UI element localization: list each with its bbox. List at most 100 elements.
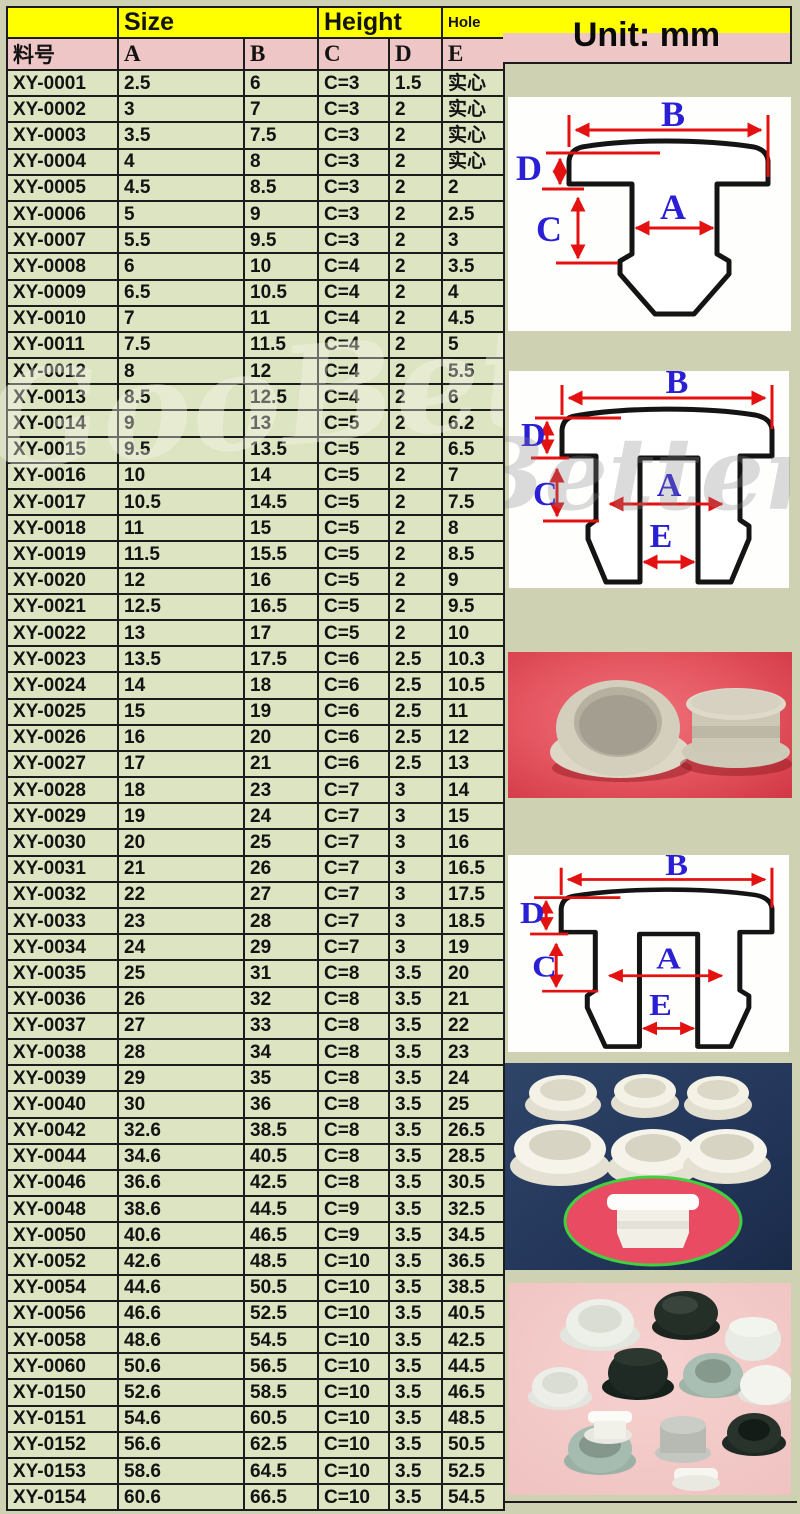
dim-e-cell: 2 [441, 173, 505, 202]
table-row: XY-0005 4.5 8.5 C=3 2 2 [6, 173, 505, 202]
dim-a-cell: 44.6 [117, 1273, 245, 1302]
table-row: XY-0050 40.6 46.5 C=9 3.5 34.5 [6, 1221, 505, 1250]
dim-d-cell: 3.5 [388, 959, 443, 988]
empty-corner-cell [6, 6, 119, 39]
dim-b-cell: 8 [243, 147, 319, 176]
dim-a-cell: 10.5 [117, 487, 245, 517]
unit-banner-pink-band [503, 33, 790, 62]
dim-b-cell: 48.5 [243, 1247, 319, 1276]
dim-b-cell: 12 [243, 357, 319, 386]
dim-b-cell: 7.5 [243, 121, 319, 150]
dim-d-cell: 3.5 [388, 1037, 443, 1067]
dim-a-cell: 38.6 [117, 1195, 245, 1224]
dim-a-cell: 25 [117, 959, 245, 988]
part-number-cell: XY-0027 [6, 749, 119, 779]
dim-c-cell: C=6 [317, 671, 390, 700]
part-number-cell: XY-0013 [6, 383, 119, 412]
dim-a-cell: 9 [117, 409, 245, 438]
part-number-cell: XY-0008 [6, 252, 119, 281]
dim-b-cell: 17.5 [243, 645, 319, 674]
dim-a-cell: 24 [117, 933, 245, 962]
part-number-cell: XY-0028 [6, 776, 119, 805]
part-number-cell: XY-0006 [6, 199, 119, 229]
dim-a-cell: 9.5 [117, 435, 245, 464]
dim-c-cell: C=10 [317, 1404, 390, 1433]
table-row: XY-0015 9.5 13.5 C=5 2 6.5 [6, 435, 505, 464]
dim-a-cell: 5.5 [117, 226, 245, 255]
dim-d-cell: 3.5 [388, 1064, 443, 1093]
dim-a-cell: 15 [117, 697, 245, 726]
dim-e-cell: 11 [441, 697, 505, 726]
part-number-cell: XY-0034 [6, 933, 119, 962]
dim-d-cell: 2 [388, 278, 443, 307]
dim-b-cell: 8.5 [243, 173, 319, 202]
dim-b-cell: 42.5 [243, 1168, 319, 1198]
dim-b-cell: 38.5 [243, 1116, 319, 1145]
dim-c-cell: C=7 [317, 933, 390, 962]
dim-c-cell: C=5 [317, 461, 390, 491]
part-number-cell: XY-0011 [6, 330, 119, 360]
dim-d-cell: 2 [388, 226, 443, 255]
table-row: XY-0042 32.6 38.5 C=8 3.5 26.5 [6, 1116, 505, 1145]
dim-b-cell: 23 [243, 776, 319, 805]
part-number-cell: XY-0058 [6, 1325, 119, 1355]
dim-e-cell: 8.5 [441, 540, 505, 569]
dim-c-cell: C=4 [317, 304, 390, 333]
dim-c-cell: C=6 [317, 749, 390, 779]
dim-a-cell: 18 [117, 776, 245, 805]
dim-b-cell: 34 [243, 1037, 319, 1067]
dim-c-cell: C=10 [317, 1247, 390, 1276]
part-number-cell: XY-0025 [6, 697, 119, 726]
dim-d-cell: 3.5 [388, 1011, 443, 1040]
dim-a-cell: 7.5 [117, 330, 245, 360]
dim-a-cell: 7 [117, 304, 245, 333]
dim-c-cell: C=8 [317, 985, 390, 1014]
table-row: XY-0018 11 15 C=5 2 8 [6, 514, 505, 543]
dim-d-cell: 2.5 [388, 723, 443, 752]
dim-c-cell: C=8 [317, 959, 390, 988]
dim-b-cell: 10 [243, 252, 319, 281]
dim-c-cell: C=10 [317, 1430, 390, 1459]
dim-e-cell: 7 [441, 461, 505, 491]
dim-e-cell: 10.3 [441, 645, 505, 674]
part-number-cell: XY-0052 [6, 1247, 119, 1276]
part-number-cell: XY-0018 [6, 514, 119, 543]
dim-c-cell: C=8 [317, 1116, 390, 1145]
dim-b-cell: 11 [243, 304, 319, 333]
dim-b-cell: 32 [243, 985, 319, 1014]
dim-b-cell: 29 [243, 933, 319, 962]
dim-d-cell: 2 [388, 252, 443, 281]
part-number-cell: XY-0010 [6, 304, 119, 333]
dim-a-cell: 58.6 [117, 1456, 245, 1486]
table-row: XY-0031 21 26 C=7 3 16.5 [6, 854, 505, 883]
part-number-cell: XY-0033 [6, 906, 119, 936]
dim-c-cell: C=10 [317, 1299, 390, 1329]
table-row: XY-0151 54.6 60.5 C=10 3.5 48.5 [6, 1404, 505, 1433]
dim-e-cell: 6.5 [441, 435, 505, 464]
table-row: XY-0007 5.5 9.5 C=3 2 3 [6, 226, 505, 255]
dim-c-cell: C=3 [317, 147, 390, 176]
dim-a-cell: 10 [117, 461, 245, 491]
dim-a-cell: 8.5 [117, 383, 245, 412]
table-row: XY-0026 16 20 C=6 2.5 12 [6, 723, 505, 752]
part-number-cell: XY-0026 [6, 723, 119, 752]
part-number-cell: XY-0005 [6, 173, 119, 202]
dim-c-cell: C=5 [317, 566, 390, 595]
table-row: XY-0030 20 25 C=7 3 16 [6, 828, 505, 857]
dim-e-cell: 17.5 [441, 880, 505, 910]
table-row: XY-0040 30 36 C=8 3.5 25 [6, 1090, 505, 1119]
dim-b-cell: 16 [243, 566, 319, 595]
dim-b-cell: 33 [243, 1011, 319, 1040]
dim-a-cell: 60.6 [117, 1483, 245, 1512]
dim-d-cell: 3.5 [388, 1299, 443, 1329]
dim-b-cell: 15.5 [243, 540, 319, 569]
part-number-cell: XY-0024 [6, 671, 119, 700]
dim-b-cell: 24 [243, 802, 319, 831]
dim-a-cell: 13 [117, 618, 245, 648]
dim-c-cell: C=8 [317, 1037, 390, 1067]
dim-d-cell: 3.5 [388, 1168, 443, 1198]
dim-c-cell: C=7 [317, 776, 390, 805]
table-row: XY-0019 11.5 15.5 C=5 2 8.5 [6, 540, 505, 569]
dim-e-cell: 52.5 [441, 1456, 505, 1486]
dim-d-cell: 3 [388, 776, 443, 805]
